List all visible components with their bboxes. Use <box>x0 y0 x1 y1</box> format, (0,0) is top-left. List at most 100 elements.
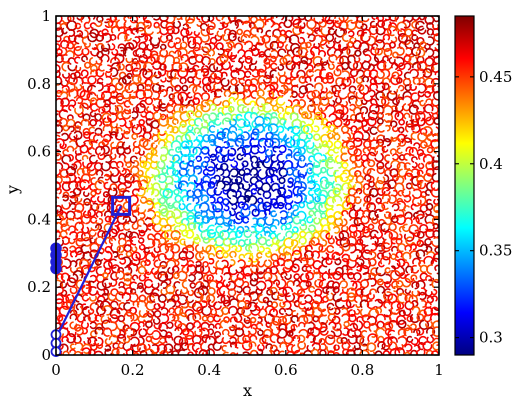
contour-squiggle <box>208 120 215 127</box>
contour-squiggle <box>352 39 362 50</box>
contour-squiggle <box>165 210 176 220</box>
contour-squiggle <box>250 155 259 164</box>
contour-squiggle <box>416 327 425 336</box>
contour-squiggle <box>304 194 315 204</box>
contour-squiggle <box>318 279 329 289</box>
contour-squiggle <box>174 216 183 225</box>
contour-squiggle <box>81 293 90 302</box>
contour-squiggle <box>144 271 150 279</box>
y-tick-label: 0 <box>41 346 51 364</box>
contour-squiggle <box>172 200 181 210</box>
contour-squiggle <box>332 286 340 294</box>
contour-squiggle <box>108 228 118 238</box>
contour-squiggle <box>66 145 75 152</box>
contour-squiggle <box>368 180 376 188</box>
contour-squiggle <box>118 77 127 86</box>
contour-squiggle <box>298 154 306 162</box>
contour-squiggle <box>160 20 169 29</box>
contour-squiggle <box>314 202 323 211</box>
contour-squiggle <box>122 256 132 267</box>
contour-squiggle <box>183 240 195 248</box>
contour-squiggle <box>221 337 230 345</box>
contour-squiggle <box>131 67 142 77</box>
contour-squiggle <box>408 104 419 115</box>
contour-squiggle <box>207 75 216 84</box>
contour-squiggle <box>319 96 330 107</box>
contour-squiggle <box>377 224 386 232</box>
contour-squiggle <box>432 166 439 177</box>
contour-squiggle <box>74 195 83 203</box>
contour-squiggle <box>416 179 427 190</box>
contour-squiggle <box>387 329 395 339</box>
contour-squiggle <box>310 236 320 247</box>
contour-squiggle <box>157 271 169 282</box>
contour-squiggle <box>334 97 342 105</box>
contour-squiggle <box>277 41 284 49</box>
contour-squiggle <box>318 343 327 352</box>
contour-squiggle <box>102 305 113 316</box>
contour-squiggle <box>346 202 354 210</box>
contour-squiggle <box>153 105 161 112</box>
contour-squiggle <box>60 97 70 107</box>
contour-squiggle <box>56 205 63 213</box>
contour-squiggle <box>321 239 328 247</box>
contour-squiggle <box>150 154 158 164</box>
contour-squiggle <box>292 334 301 342</box>
contour-squiggle <box>333 133 341 141</box>
contour-squiggle <box>380 222 391 233</box>
contour-squiggle <box>254 123 265 134</box>
contour-squiggle <box>306 145 315 154</box>
contour-squiggle <box>376 124 385 133</box>
contour-squiggle <box>222 351 231 355</box>
contour-squiggle <box>359 106 369 115</box>
contour-squiggle <box>269 265 279 275</box>
contour-squiggle <box>392 285 399 293</box>
contour-squiggle <box>229 324 236 332</box>
contour-squiggle <box>376 161 385 170</box>
contour-squiggle <box>250 167 259 176</box>
contour-squiggle <box>110 141 118 150</box>
contour-squiggle <box>397 33 408 43</box>
contour-squiggle <box>143 247 151 254</box>
contour-squiggle <box>60 289 68 297</box>
contour-squiggle <box>397 28 406 37</box>
contour-squiggle <box>226 138 236 148</box>
contour-squiggle <box>80 118 90 126</box>
contour-squiggle <box>228 105 235 113</box>
contour-squiggle <box>243 319 252 329</box>
contour-squiggle <box>132 145 141 155</box>
contour-squiggle <box>276 106 284 113</box>
contour-squiggle <box>339 218 348 227</box>
contour-squiggle <box>342 131 352 143</box>
contour-squiggle <box>250 188 258 195</box>
contour-squiggle <box>299 230 307 238</box>
contour-squiggle <box>314 187 322 196</box>
x-tick-label: 1 <box>434 361 444 379</box>
contour-squiggle <box>153 71 162 79</box>
contour-squiggle <box>423 103 434 114</box>
contour-squiggle <box>200 68 210 77</box>
contour-squiggle <box>423 306 434 317</box>
contour-squiggle <box>109 300 119 310</box>
contour-squiggle <box>419 272 428 281</box>
contour-squiggle <box>377 112 384 120</box>
contour-squiggle <box>256 89 265 98</box>
contour-squiggle <box>390 110 400 118</box>
contour-squiggle <box>167 99 174 106</box>
contour-squiggle <box>88 229 97 237</box>
contour-squiggle <box>73 130 83 140</box>
contour-squiggle <box>404 244 412 252</box>
contour-squiggle <box>397 319 407 329</box>
contour-squiggle <box>229 118 237 127</box>
contour-squiggle <box>172 236 180 244</box>
contour-squiggle <box>258 245 265 253</box>
contour-squiggle <box>269 350 273 355</box>
contour-squiggle <box>242 172 252 183</box>
contour-squiggle <box>397 243 407 253</box>
contour-squiggle <box>419 41 427 49</box>
contour-squiggle <box>426 264 433 275</box>
contour-squiggle <box>270 210 278 218</box>
contour-squiggle <box>178 167 188 177</box>
contour-squiggle <box>269 116 280 126</box>
contour-squiggle <box>233 214 244 225</box>
